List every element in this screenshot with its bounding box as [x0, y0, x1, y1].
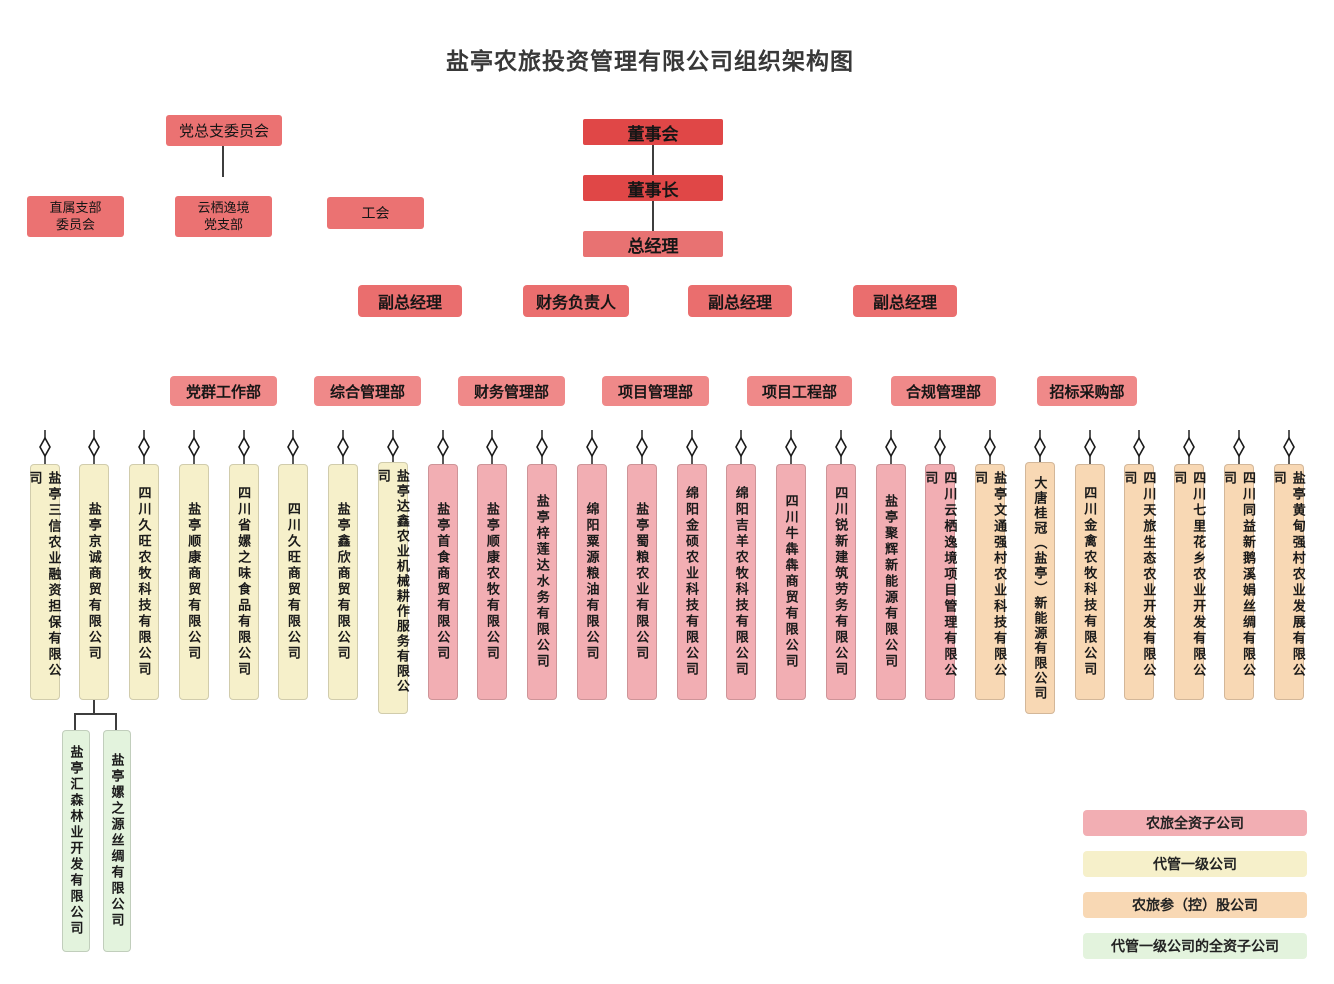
company-box: 盐亭文通强村农业科技有限公司	[973, 464, 1007, 700]
diamond-connector-icon	[784, 430, 798, 469]
node-general-manager: 总经理	[583, 231, 723, 257]
connector-line	[74, 713, 76, 730]
company-box: 盐亭黄甸强村农业发展有限公司	[1272, 464, 1306, 700]
diamond-connector-icon	[635, 430, 649, 469]
company-box: 四川省嫘之味食品有限公司	[228, 464, 259, 700]
diamond-connector-icon	[884, 430, 898, 469]
connector-line	[93, 700, 95, 715]
department-box: 合规管理部	[891, 376, 996, 406]
company-box: 四川七里花乡农业开发有限公司	[1172, 464, 1206, 700]
company-box: 盐亭三信农业融资担保有限公司	[28, 464, 62, 700]
legend-swatch: 代管一级公司	[1083, 851, 1307, 877]
company-box: 盐亭聚辉新能源有限公司	[875, 464, 906, 700]
diamond-connector-icon	[983, 430, 997, 469]
diamond-connector-icon	[187, 430, 201, 469]
company-box: 四川云栖逸境项目管理有限公司	[923, 464, 957, 700]
diamond-connector-icon	[685, 430, 699, 469]
diamond-connector-icon	[38, 430, 52, 469]
management-box: 副总经理	[853, 285, 957, 317]
company-box: 盐亭鑫欣商贸有限公司	[328, 464, 359, 700]
connector-line	[222, 146, 224, 177]
management-box: 财务负责人	[523, 285, 629, 317]
company-box: 绵阳金硕农业科技有限公司	[676, 464, 707, 700]
company-box: 绵阳吉羊农牧科技有限公司	[726, 464, 757, 700]
department-box: 综合管理部	[314, 376, 421, 406]
connector-line	[652, 145, 654, 175]
company-box: 四川久旺商贸有限公司	[278, 464, 309, 700]
diamond-connector-icon	[386, 430, 400, 469]
diamond-connector-icon	[336, 430, 350, 469]
company-box: 绵阳粟源粮油有限公司	[577, 464, 607, 700]
diamond-connector-icon	[1282, 430, 1296, 469]
node-direct-branch-committee: 直属支部 委员会	[27, 196, 124, 237]
subsidiary-box: 盐亭汇森林业开发有限公司	[62, 730, 90, 952]
company-box: 四川久旺农牧科技有限公司	[129, 464, 159, 700]
connector-line	[74, 713, 117, 715]
company-box: 四川天旅生态农业开发有限公司	[1122, 464, 1156, 700]
node-labor-union: 工会	[327, 197, 424, 229]
company-box: 四川牛犇犇商贸有限公司	[776, 464, 807, 700]
company-box: 盐亭梓莲达水务有限公司	[527, 464, 558, 700]
diamond-connector-icon	[286, 430, 300, 469]
node-chairman: 董事长	[583, 175, 723, 201]
diamond-connector-icon	[485, 430, 499, 469]
diamond-connector-icon	[834, 430, 848, 469]
diamond-connector-icon	[585, 430, 599, 469]
legend-swatch: 农旅参（控）股公司	[1083, 892, 1307, 918]
diamond-connector-icon	[1232, 430, 1246, 469]
subsidiary-box: 盐亭嫘之源丝绸有限公司	[103, 730, 131, 952]
company-box: 盐亭顺康农牧有限公司	[477, 464, 508, 700]
diamond-connector-icon	[137, 430, 151, 469]
diamond-connector-icon	[734, 430, 748, 469]
diamond-connector-icon	[237, 430, 251, 469]
company-box: 盐亭达鑫农业机械耕作服务有限公司	[376, 462, 410, 714]
diamond-connector-icon	[933, 430, 947, 469]
diamond-connector-icon	[436, 430, 450, 469]
department-box: 党群工作部	[170, 376, 277, 406]
company-box: 四川同益新鹅溪娟丝绸有限公司	[1222, 464, 1256, 700]
node-board-of-directors: 董事会	[583, 119, 723, 145]
department-box: 项目管理部	[602, 376, 709, 406]
node-yunqi-party-branch: 云栖逸境 党支部	[175, 196, 272, 237]
diamond-connector-icon	[1182, 430, 1196, 469]
department-box: 项目工程部	[747, 376, 852, 406]
company-box: 盐亭京诚商贸有限公司	[79, 464, 110, 700]
company-box: 四川锐新建筑劳务有限公司	[825, 464, 856, 700]
diamond-connector-icon	[1033, 430, 1047, 469]
company-box: 盐亭首食商贸有限公司	[427, 464, 458, 700]
diamond-connector-icon	[87, 430, 101, 469]
diamond-connector-icon	[1132, 430, 1146, 469]
company-box: 大唐桂冠（盐亭）新能源有限公司	[1024, 462, 1055, 714]
diamond-connector-icon	[1083, 430, 1097, 469]
department-box: 招标采购部	[1037, 376, 1137, 406]
company-box: 盐亭蜀粮农业有限公司	[626, 464, 657, 700]
node-party-general-branch-committee: 党总支委员会	[166, 115, 282, 146]
company-box: 盐亭顺康商贸有限公司	[178, 464, 209, 700]
legend-swatch: 代管一级公司的全资子公司	[1083, 933, 1307, 959]
management-box: 副总经理	[358, 285, 462, 317]
legend-swatch: 农旅全资子公司	[1083, 810, 1307, 836]
management-box: 副总经理	[688, 285, 792, 317]
connector-line	[115, 713, 117, 730]
department-box: 财务管理部	[458, 376, 565, 406]
page-title: 盐亭农旅投资管理有限公司组织架构图	[446, 48, 854, 74]
diamond-connector-icon	[535, 430, 549, 469]
connector-line	[652, 201, 654, 231]
company-box: 四川金禽农牧科技有限公司	[1074, 464, 1105, 700]
